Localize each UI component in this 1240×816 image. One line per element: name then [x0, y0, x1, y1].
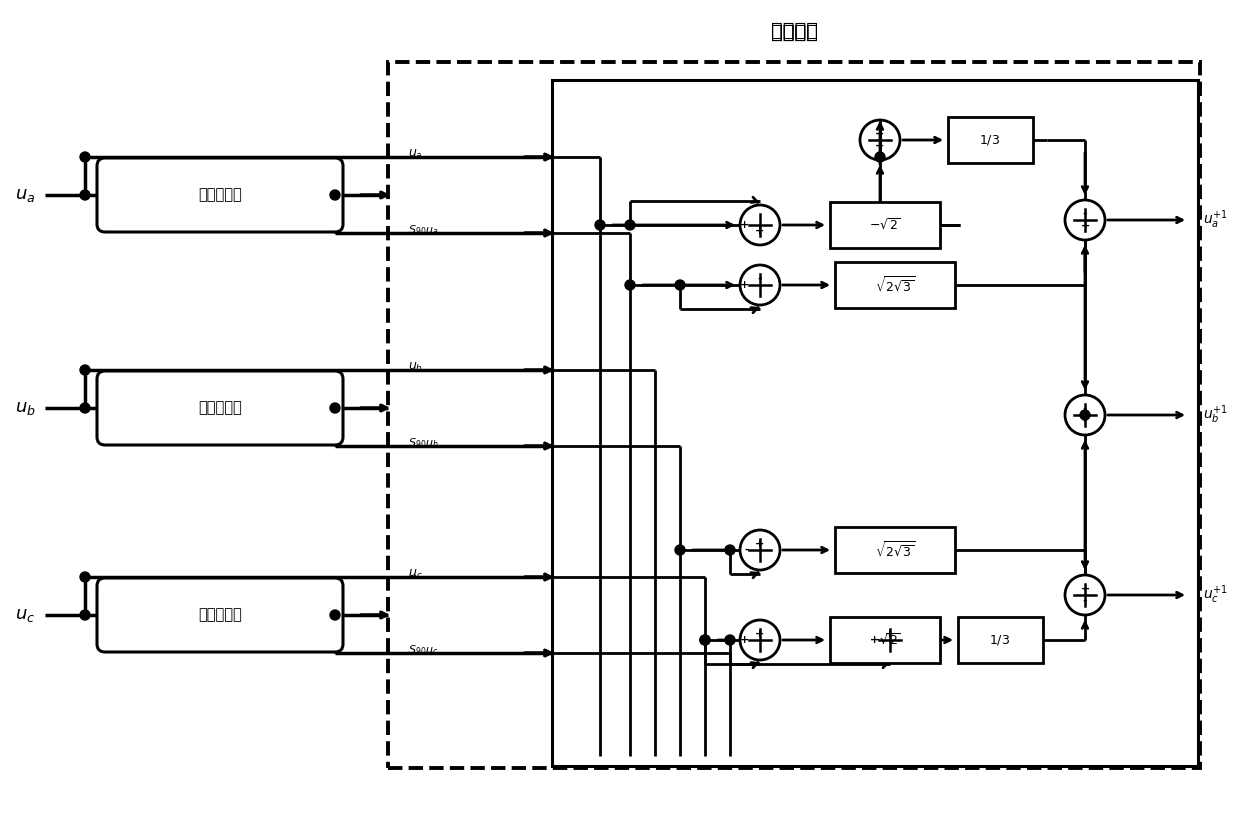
Circle shape — [81, 365, 91, 375]
Text: +: + — [1080, 221, 1090, 231]
Text: $1/3$: $1/3$ — [990, 633, 1011, 647]
Text: $u_a$: $u_a$ — [408, 148, 423, 161]
Text: $\mu_c$: $\mu_c$ — [408, 567, 423, 581]
FancyBboxPatch shape — [830, 617, 940, 663]
FancyBboxPatch shape — [830, 202, 940, 248]
Text: 计算单元: 计算单元 — [770, 20, 817, 39]
Text: +: + — [869, 635, 879, 645]
Text: 全通滤波器: 全通滤波器 — [198, 401, 242, 415]
Circle shape — [81, 190, 91, 200]
Text: -: - — [1083, 416, 1087, 426]
Text: +: + — [875, 129, 884, 139]
Text: $u_c^{+1}$: $u_c^{+1}$ — [1203, 583, 1228, 606]
Text: $u_a$: $u_a$ — [15, 186, 35, 204]
Text: $-\sqrt{2}$: $-\sqrt{2}$ — [869, 217, 900, 233]
Text: +: + — [885, 629, 894, 639]
Text: 全通滤波器: 全通滤波器 — [198, 607, 242, 623]
Text: $u_a^{+1}$: $u_a^{+1}$ — [1203, 209, 1228, 231]
Circle shape — [81, 610, 91, 620]
Text: -: - — [758, 274, 763, 284]
Text: $u_b$: $u_b$ — [408, 361, 423, 374]
Text: +: + — [755, 226, 765, 236]
Text: +: + — [740, 280, 749, 290]
Text: -: - — [1083, 404, 1087, 414]
Circle shape — [330, 403, 340, 413]
Text: +: + — [1080, 584, 1090, 594]
Text: $\sqrt{2\sqrt{3}}$: $\sqrt{2\sqrt{3}}$ — [874, 275, 915, 295]
Circle shape — [595, 220, 605, 230]
FancyBboxPatch shape — [97, 578, 343, 652]
Circle shape — [330, 190, 340, 200]
Text: 计算单元: 计算单元 — [770, 23, 817, 42]
Circle shape — [330, 610, 340, 620]
Text: $u_b^{+1}$: $u_b^{+1}$ — [1203, 404, 1228, 426]
Circle shape — [675, 280, 684, 290]
Text: -: - — [1083, 209, 1087, 219]
Circle shape — [1080, 410, 1090, 420]
Text: -: - — [744, 545, 749, 555]
Text: +: + — [755, 539, 765, 549]
Circle shape — [875, 152, 885, 162]
Text: $S_{90}u_c$: $S_{90}u_c$ — [408, 643, 439, 657]
FancyBboxPatch shape — [835, 527, 955, 573]
Text: -: - — [1083, 596, 1087, 606]
Text: +: + — [740, 635, 749, 645]
Circle shape — [625, 280, 635, 290]
FancyBboxPatch shape — [947, 117, 1033, 163]
Circle shape — [81, 152, 91, 162]
FancyBboxPatch shape — [97, 158, 343, 232]
Text: 计算单元: 计算单元 — [770, 23, 817, 42]
Text: +: + — [875, 141, 884, 151]
Text: $-\sqrt{2}$: $-\sqrt{2}$ — [869, 632, 900, 648]
Text: $\sqrt{2\sqrt{3}}$: $\sqrt{2\sqrt{3}}$ — [874, 540, 915, 560]
Text: $u_c$: $u_c$ — [15, 606, 35, 624]
Circle shape — [701, 635, 711, 645]
Circle shape — [81, 403, 91, 413]
Text: $u_b$: $u_b$ — [15, 399, 36, 417]
Circle shape — [81, 572, 91, 582]
Circle shape — [701, 635, 711, 645]
Text: +: + — [755, 629, 765, 639]
FancyBboxPatch shape — [957, 617, 1043, 663]
Circle shape — [725, 545, 735, 555]
Text: $1/3$: $1/3$ — [980, 133, 1001, 147]
Circle shape — [725, 635, 735, 645]
Text: +: + — [740, 220, 749, 230]
FancyBboxPatch shape — [835, 262, 955, 308]
Circle shape — [625, 220, 635, 230]
Text: 全通滤波器: 全通滤波器 — [198, 188, 242, 202]
Text: $S_{90}u_a$: $S_{90}u_a$ — [408, 224, 439, 237]
Circle shape — [675, 545, 684, 555]
Text: $S_{90}u_b$: $S_{90}u_b$ — [408, 437, 439, 450]
FancyBboxPatch shape — [97, 371, 343, 445]
